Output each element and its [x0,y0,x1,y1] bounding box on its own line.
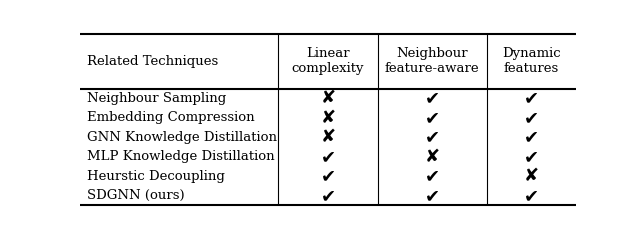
Text: ✔: ✔ [424,187,440,205]
Text: ✘: ✘ [424,148,440,166]
Text: ✔: ✔ [424,167,440,185]
Text: ✘: ✘ [321,89,335,107]
Text: ✔: ✔ [524,187,539,205]
Text: ✔: ✔ [424,89,440,107]
Text: Related Techniques: Related Techniques [88,55,219,68]
Text: Heurstic Decoupling: Heurstic Decoupling [88,170,225,183]
Text: ✘: ✘ [321,109,335,127]
Text: ✘: ✘ [321,128,335,146]
Text: ✔: ✔ [321,148,335,166]
Text: Linear
complexity: Linear complexity [292,47,364,75]
Text: MLP Knowledge Distillation: MLP Knowledge Distillation [88,150,275,163]
Text: GNN Knowledge Distillation: GNN Knowledge Distillation [88,131,278,144]
Text: ✔: ✔ [524,128,539,146]
Text: Neighbour Sampling: Neighbour Sampling [88,92,227,105]
Text: ✔: ✔ [424,109,440,127]
Text: ✔: ✔ [524,109,539,127]
Text: ✘: ✘ [524,167,539,185]
Text: ✔: ✔ [321,187,335,205]
Text: ✔: ✔ [524,89,539,107]
Text: Embedding Compression: Embedding Compression [88,111,255,124]
Text: ✔: ✔ [424,128,440,146]
Text: ✔: ✔ [321,167,335,185]
Text: SDGNN (ours): SDGNN (ours) [88,189,185,202]
Text: ✔: ✔ [524,148,539,166]
Text: Dynamic
features: Dynamic features [502,47,561,75]
Text: Neighbour
feature-aware: Neighbour feature-aware [385,47,479,75]
